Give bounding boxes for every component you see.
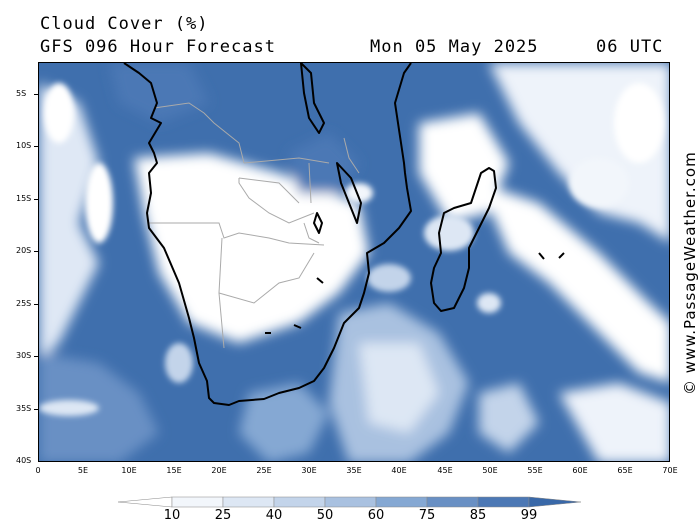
- lat-label: 20S: [16, 246, 32, 255]
- legend-label: 50: [316, 508, 334, 523]
- lon-label: 35E: [346, 466, 362, 475]
- africa-coastline: [123, 63, 412, 406]
- legend-swatch: [117, 496, 173, 508]
- coastlines: [123, 63, 565, 406]
- map-title: Cloud Cover (%): [40, 14, 209, 34]
- lat-tick: [34, 94, 38, 95]
- lon-label: 0: [35, 466, 41, 475]
- cloud-field: [39, 63, 669, 461]
- lon-label: 20E: [211, 466, 227, 475]
- legend-label: 99: [520, 508, 538, 523]
- lon-label: 60E: [572, 466, 588, 475]
- legend-label: 10: [163, 508, 181, 523]
- lon-label: 70E: [662, 466, 678, 475]
- forecast-subtitle: GFS 096 Hour Forecast: [40, 37, 276, 57]
- forecast-date: Mon 05 May 2025: [370, 37, 539, 57]
- lat-label: 25S: [16, 299, 32, 308]
- legend-swatch: [171, 496, 224, 508]
- lat-tick: [34, 199, 38, 200]
- legend-label: 60: [367, 508, 385, 523]
- lat-tick: [34, 146, 38, 147]
- credit-text: © www.PassageWeather.com: [681, 151, 699, 395]
- lon-label: 40E: [391, 466, 407, 475]
- lat-label: 35S: [16, 404, 32, 413]
- lat-tick: [34, 409, 38, 410]
- lat-tick: [34, 251, 38, 252]
- lat-label: 15S: [16, 194, 32, 203]
- legend-swatch: [324, 496, 377, 508]
- lon-label: 5E: [77, 466, 89, 475]
- cloud-cover-legend: 10 25 40 50 60 75 85 99: [117, 494, 582, 528]
- lon-label: 25E: [256, 466, 272, 475]
- lon-label: 65E: [617, 466, 633, 475]
- legend-swatch: [222, 496, 275, 508]
- lon-label: 45E: [437, 466, 453, 475]
- lat-label: 5S: [16, 89, 27, 98]
- cloud-cover-map: [38, 62, 670, 462]
- lon-label: 15E: [166, 466, 182, 475]
- lat-label: 30S: [16, 351, 32, 360]
- lon-label: 50E: [482, 466, 498, 475]
- legend-label: 40: [265, 508, 283, 523]
- lat-tick: [34, 356, 38, 357]
- legend-label: 25: [214, 508, 232, 523]
- lon-label: 55E: [527, 466, 543, 475]
- legend-swatch: [273, 496, 326, 508]
- map-canvas: [39, 63, 669, 461]
- forecast-time: 06 UTC: [596, 37, 664, 57]
- lat-tick: [34, 304, 38, 305]
- country-borders: [149, 102, 360, 349]
- lon-label: 30E: [301, 466, 317, 475]
- lat-label: 10S: [16, 141, 32, 150]
- legend-label: 85: [469, 508, 487, 523]
- lat-label: 40S: [16, 456, 32, 465]
- madagascar-coastline: [430, 167, 497, 312]
- legend-swatch: [375, 496, 428, 508]
- legend-label: 75: [418, 508, 436, 523]
- legend-colorbar: [117, 496, 582, 508]
- lon-label: 10E: [121, 466, 137, 475]
- legend-swatch: [528, 496, 582, 508]
- legend-swatch: [426, 496, 479, 508]
- legend-swatch: [477, 496, 530, 508]
